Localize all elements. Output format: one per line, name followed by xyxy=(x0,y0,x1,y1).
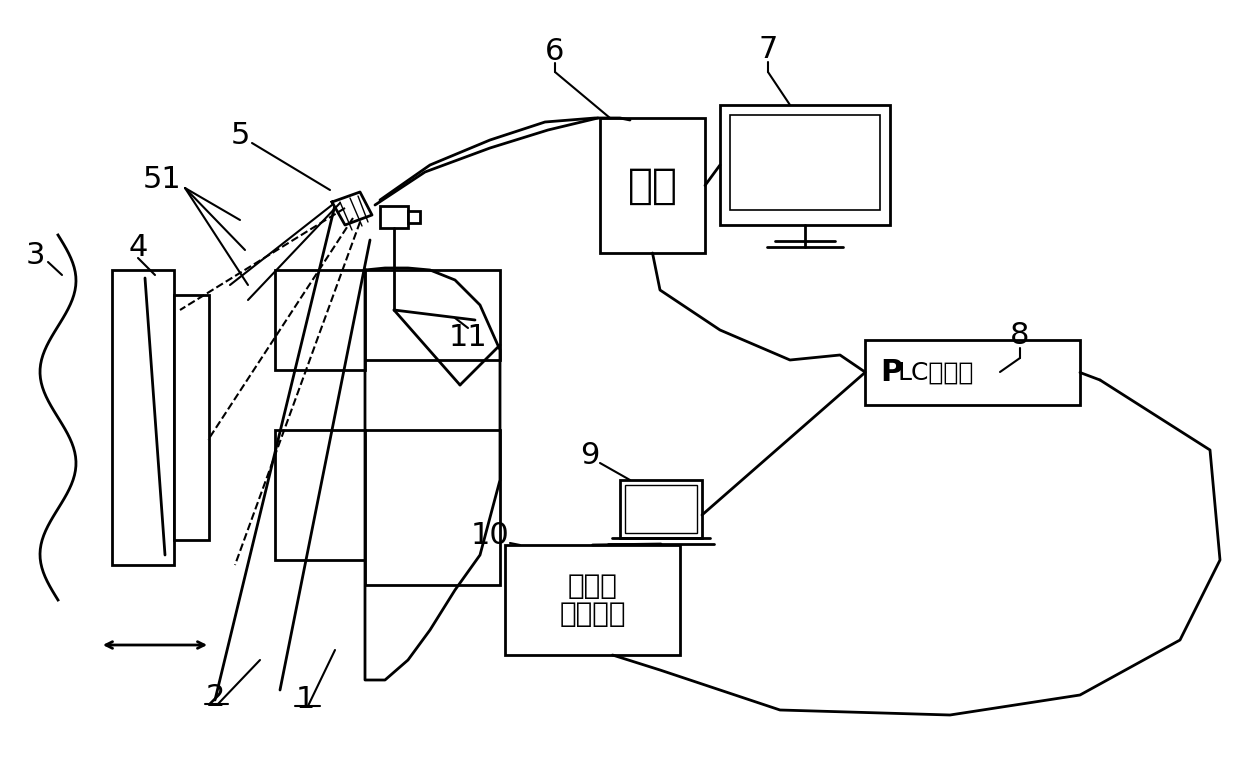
Bar xyxy=(365,430,500,585)
Bar xyxy=(625,485,697,533)
Text: 51: 51 xyxy=(143,166,181,195)
Text: 5: 5 xyxy=(231,120,249,149)
Text: 4: 4 xyxy=(128,233,148,263)
Text: 10: 10 xyxy=(471,521,510,550)
Text: 6: 6 xyxy=(546,38,564,67)
Text: 9: 9 xyxy=(580,441,600,469)
Text: 电脑: 电脑 xyxy=(627,164,677,207)
Text: 8: 8 xyxy=(1011,320,1029,350)
Text: 注塑机: 注塑机 xyxy=(568,572,618,600)
Bar xyxy=(379,206,408,228)
Bar xyxy=(365,270,500,360)
Bar xyxy=(275,270,365,370)
Text: 11: 11 xyxy=(449,323,487,353)
Bar xyxy=(720,105,890,225)
Text: P: P xyxy=(880,358,903,387)
Bar xyxy=(730,115,880,210)
Text: 7: 7 xyxy=(759,36,777,64)
Bar xyxy=(600,118,706,253)
Polygon shape xyxy=(332,192,372,225)
Bar xyxy=(620,480,702,538)
Text: 1: 1 xyxy=(295,686,315,715)
Text: 3: 3 xyxy=(25,241,45,269)
Text: LC控制器: LC控制器 xyxy=(898,360,975,385)
Bar xyxy=(408,211,420,223)
Bar xyxy=(866,340,1080,405)
Bar xyxy=(112,270,174,565)
Bar xyxy=(174,295,210,540)
Text: 控制面板: 控制面板 xyxy=(559,600,626,628)
Text: 2: 2 xyxy=(206,684,224,712)
Bar xyxy=(505,545,680,655)
Bar xyxy=(275,430,365,560)
